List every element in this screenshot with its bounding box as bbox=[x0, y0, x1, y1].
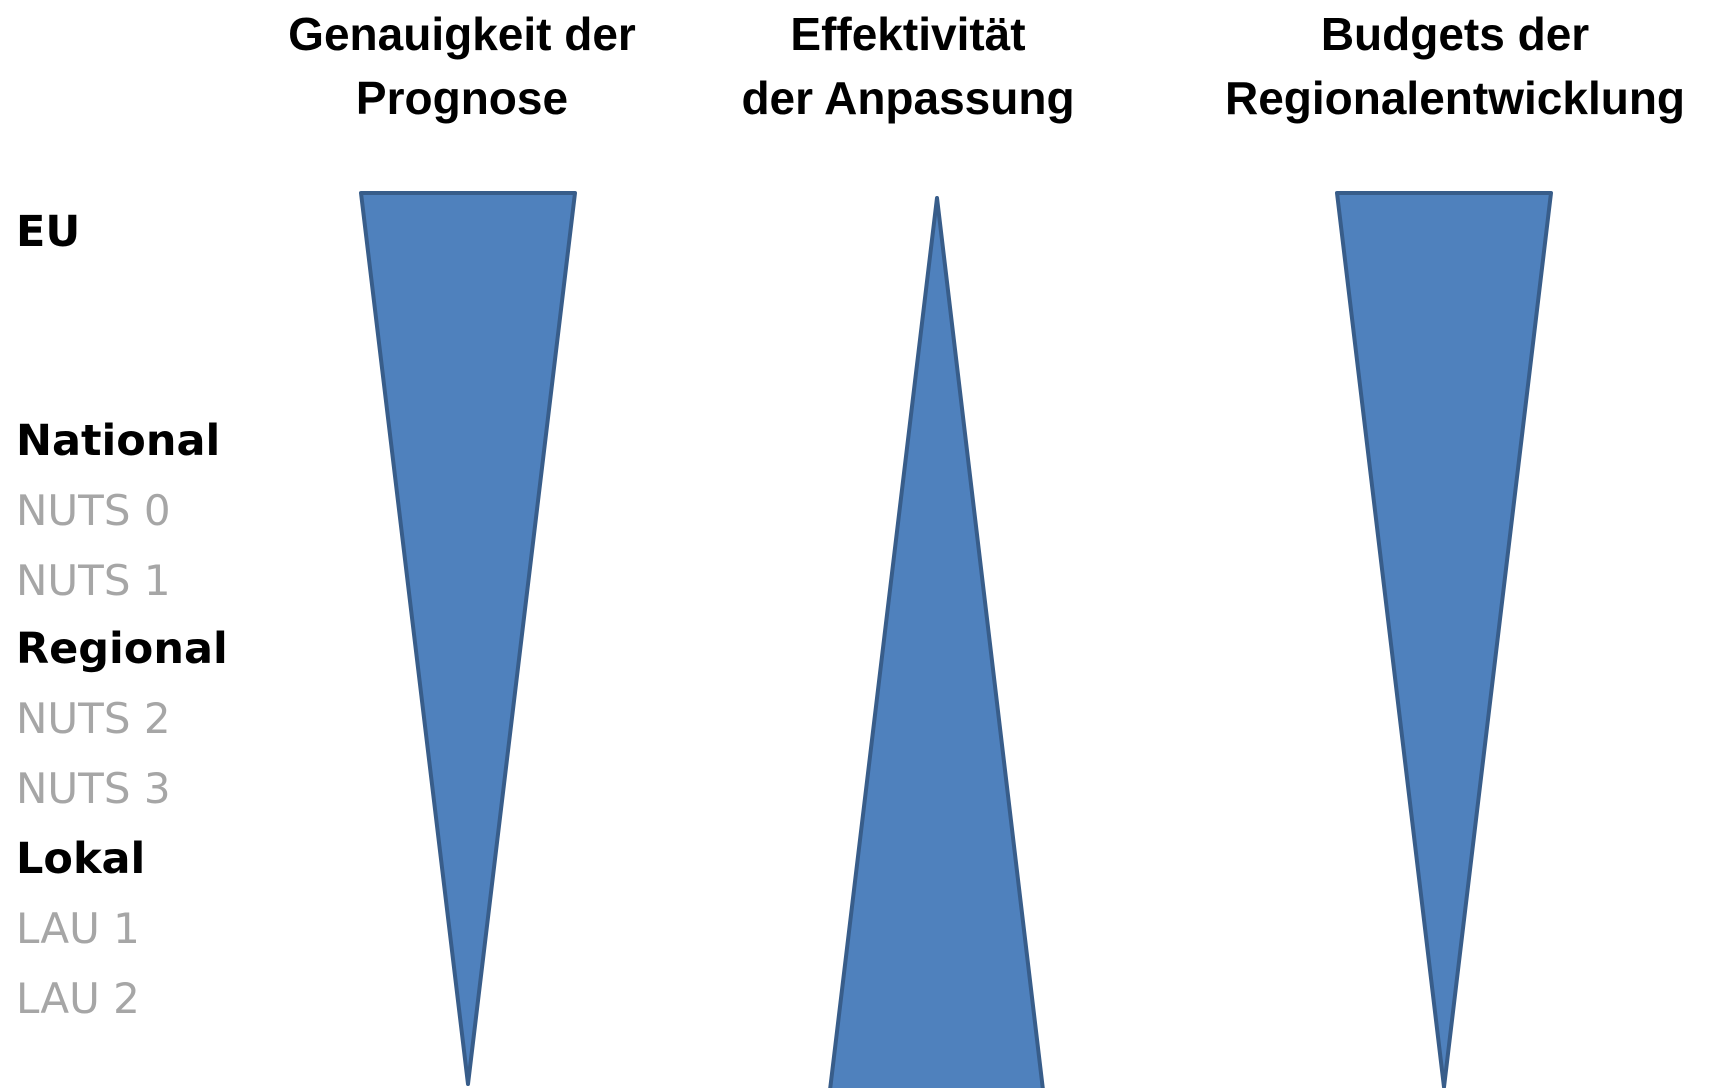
down-triangle bbox=[359, 191, 577, 1086]
level-label: EU bbox=[16, 207, 80, 257]
up-triangle bbox=[828, 196, 1045, 1088]
column-header: Genauigkeit der bbox=[288, 8, 636, 60]
down-triangle bbox=[1335, 191, 1553, 1088]
sublevel-label: NUTS 1 bbox=[16, 556, 171, 605]
level-label: Regional bbox=[16, 624, 228, 674]
sublevel-label: LAU 2 bbox=[16, 974, 140, 1023]
level-label: National bbox=[16, 416, 220, 466]
level-label: Lokal bbox=[16, 834, 145, 884]
column-header: Budgets der bbox=[1321, 8, 1589, 60]
sublevel-label: NUTS 2 bbox=[16, 694, 171, 743]
sublevel-label: LAU 1 bbox=[16, 904, 140, 953]
column-header: Effektivität bbox=[790, 8, 1025, 60]
column-header: Regionalentwicklung bbox=[1225, 72, 1685, 124]
sublevel-label: NUTS 0 bbox=[16, 486, 171, 535]
sublevel-label: NUTS 3 bbox=[16, 764, 171, 813]
column-header: der Anpassung bbox=[741, 72, 1074, 124]
column-header: Prognose bbox=[356, 72, 568, 124]
